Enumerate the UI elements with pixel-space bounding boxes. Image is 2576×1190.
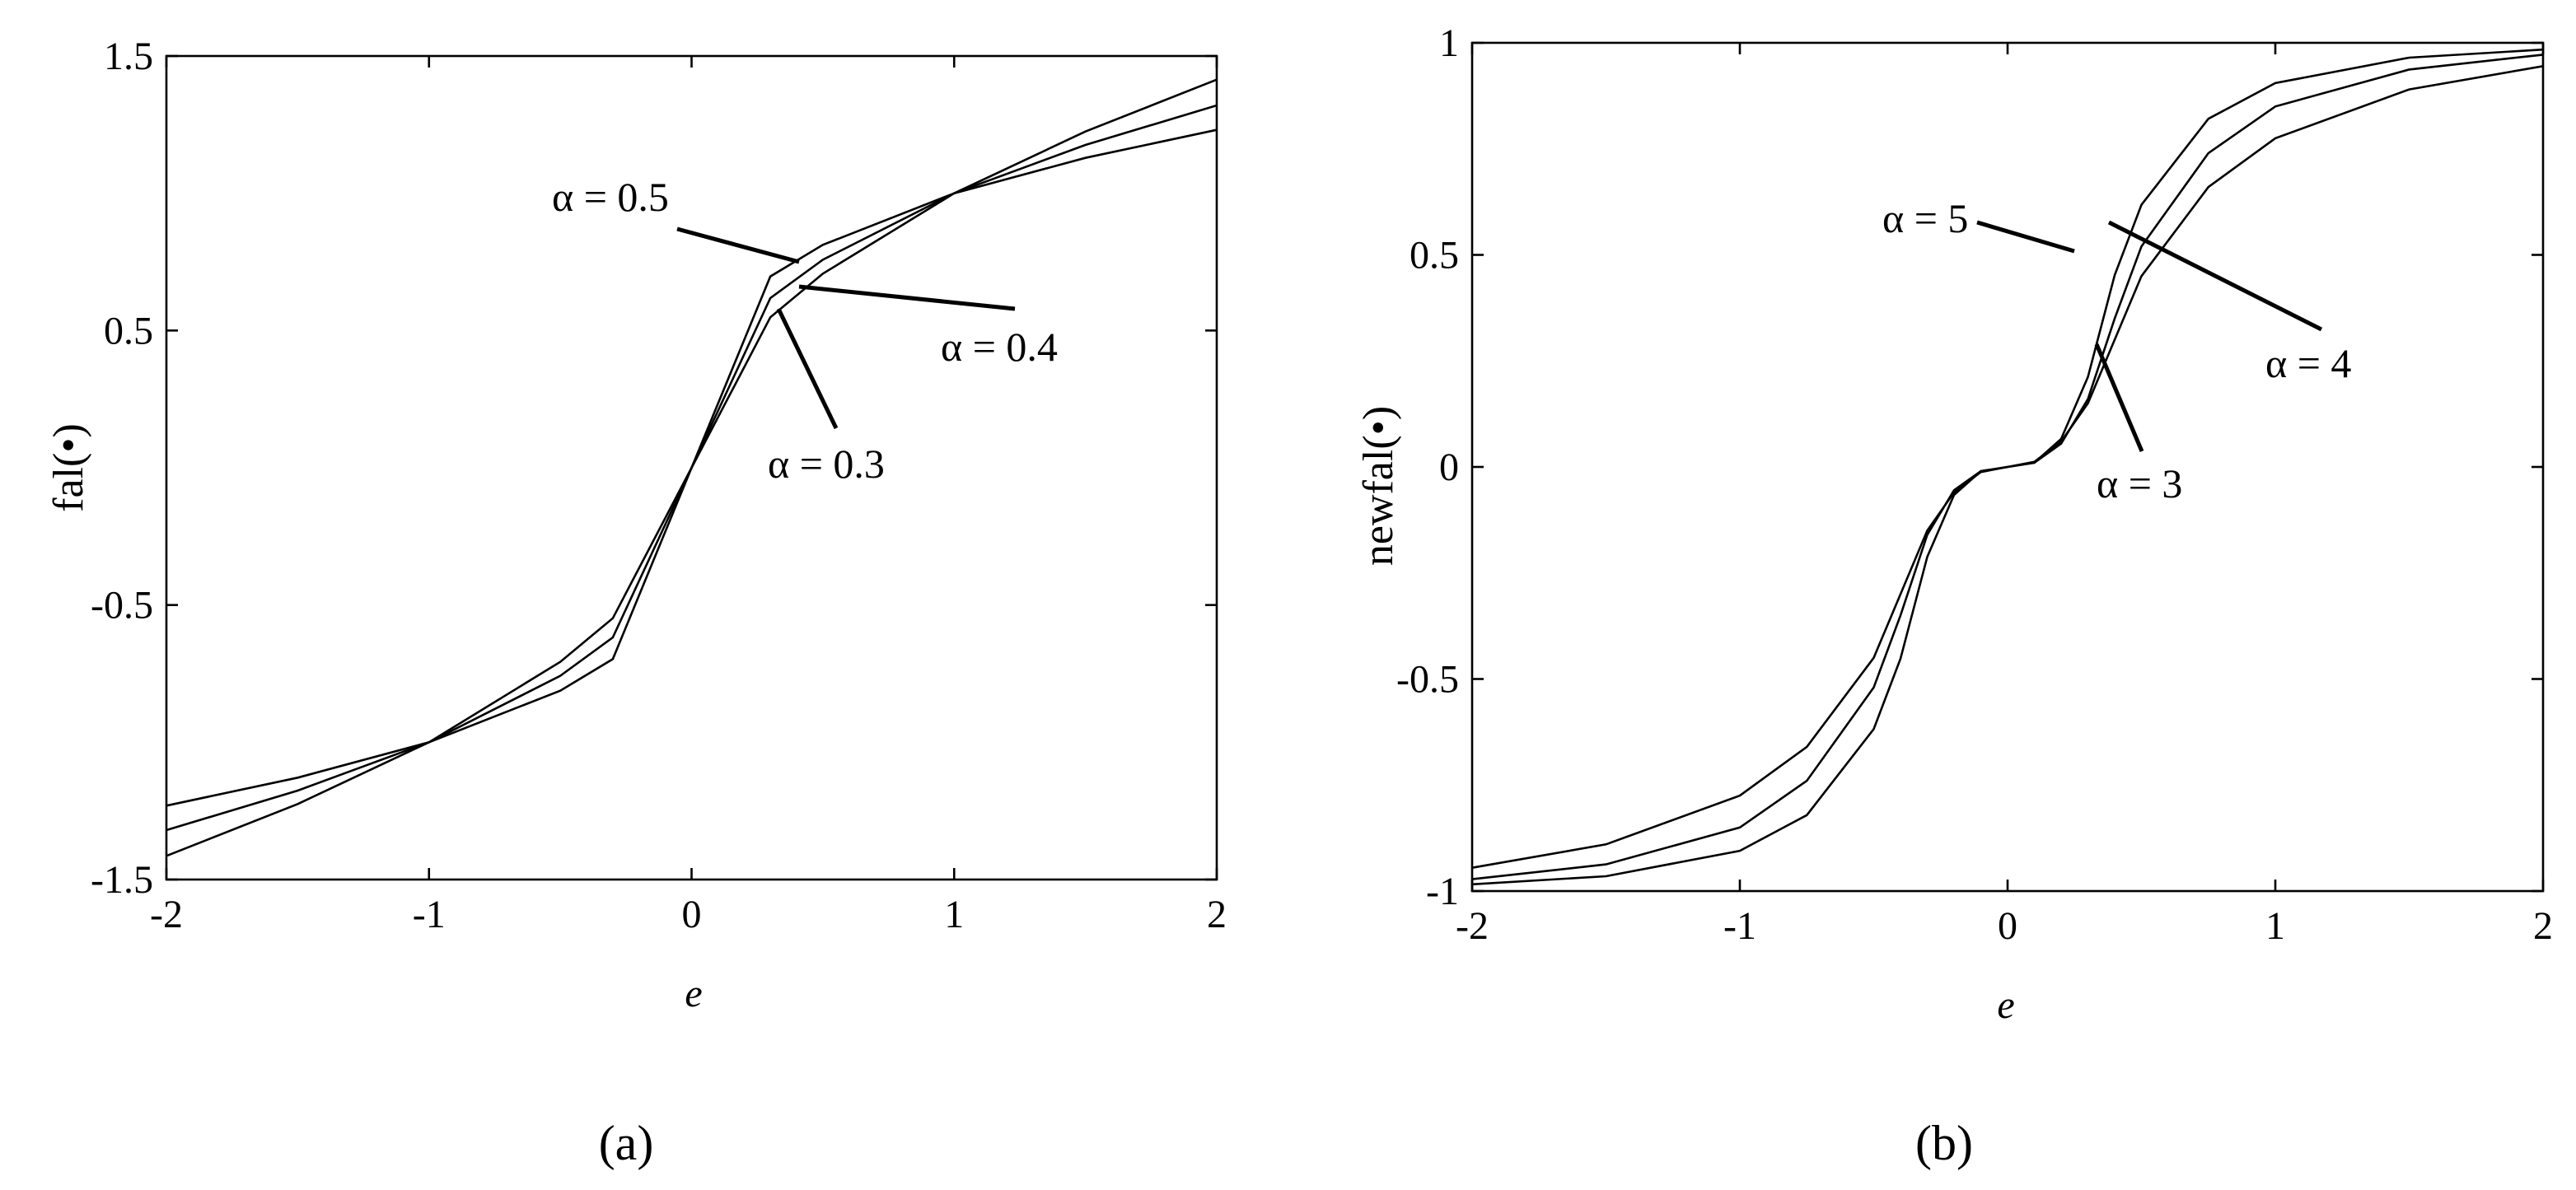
x-axis-label-a: e bbox=[685, 972, 702, 1015]
panel-b: -2 -1 0 1 210.50-0.5-1 e newfal(•) α = 5 α =… bbox=[1355, 21, 2553, 1170]
y-tick-label: 0.5 bbox=[1410, 234, 1459, 278]
annotation-a-alpha-0.3: α = 0.3 bbox=[768, 441, 885, 487]
y-tick-label: 1.5 bbox=[104, 35, 153, 78]
ticks-a: -2 -1 0 1 2 1.5 0.5 -0.5 -1.5 bbox=[91, 35, 1227, 936]
x-tick-label: 1 bbox=[2265, 904, 2285, 948]
y-tick-label: -1.5 bbox=[91, 858, 153, 902]
leader-b-alpha-5 bbox=[1976, 220, 2075, 254]
leader-a-alpha-0.3 bbox=[776, 307, 839, 430]
x-axis-label-b: e bbox=[1997, 983, 2014, 1027]
y-tick-label: -1 bbox=[1426, 870, 1459, 913]
x-tick-label: -2 bbox=[150, 893, 183, 936]
y-tick-label: 1 bbox=[1439, 21, 1459, 65]
leader-b-alpha-4 bbox=[2107, 220, 2323, 332]
series-group-b bbox=[1471, 48, 2544, 886]
caption-b: (b) bbox=[1915, 1116, 1973, 1170]
x-tick-label: -1 bbox=[413, 893, 446, 936]
x-tick-label: -2 bbox=[1456, 904, 1489, 948]
annotation-b-alpha-4: α = 4 bbox=[2265, 340, 2351, 386]
series-line-alpha-3 bbox=[1471, 65, 2544, 869]
x-tick-label: 2 bbox=[2533, 904, 2553, 948]
annotation-b-alpha-5: α = 5 bbox=[1882, 195, 1968, 241]
annotation-a-alpha-0.4: α = 0.4 bbox=[941, 324, 1058, 370]
x-tick-label: 0 bbox=[1998, 904, 2017, 948]
panel-a: -2 -1 0 1 2 1.5 0.5 -0.5 -1.5 e fal(•) α = 0.5 α… bbox=[45, 35, 1227, 1170]
y-tick-label: 0 bbox=[1439, 446, 1459, 489]
leader-a-alpha-0.4 bbox=[798, 284, 1016, 311]
annotation-b-alpha-3: α = 3 bbox=[2097, 460, 2182, 506]
caption-a: (a) bbox=[599, 1116, 654, 1170]
y-tick-label: -0.5 bbox=[91, 584, 153, 628]
leader-b-alpha-3 bbox=[2094, 343, 2144, 452]
x-tick-label: -1 bbox=[1723, 904, 1756, 948]
ticks-b: -2 -1 0 1 210.50-0.5-1 bbox=[1396, 21, 2553, 948]
series-group-a bbox=[166, 78, 1218, 857]
annotation-a-alpha-0.5: α = 0.5 bbox=[552, 174, 669, 220]
y-axis-label-a: fal(•) bbox=[45, 423, 92, 512]
leader-a-alpha-0.5 bbox=[676, 226, 800, 264]
x-tick-label: 1 bbox=[944, 893, 964, 936]
x-tick-label: 2 bbox=[1207, 893, 1227, 936]
series-line-alpha-0.3 bbox=[166, 128, 1218, 807]
y-tick-label: -0.5 bbox=[1396, 658, 1459, 702]
y-tick-label: 0.5 bbox=[104, 309, 153, 352]
y-axis-label-b: newfal(•) bbox=[1355, 406, 1402, 566]
x-tick-label: 0 bbox=[682, 893, 702, 936]
